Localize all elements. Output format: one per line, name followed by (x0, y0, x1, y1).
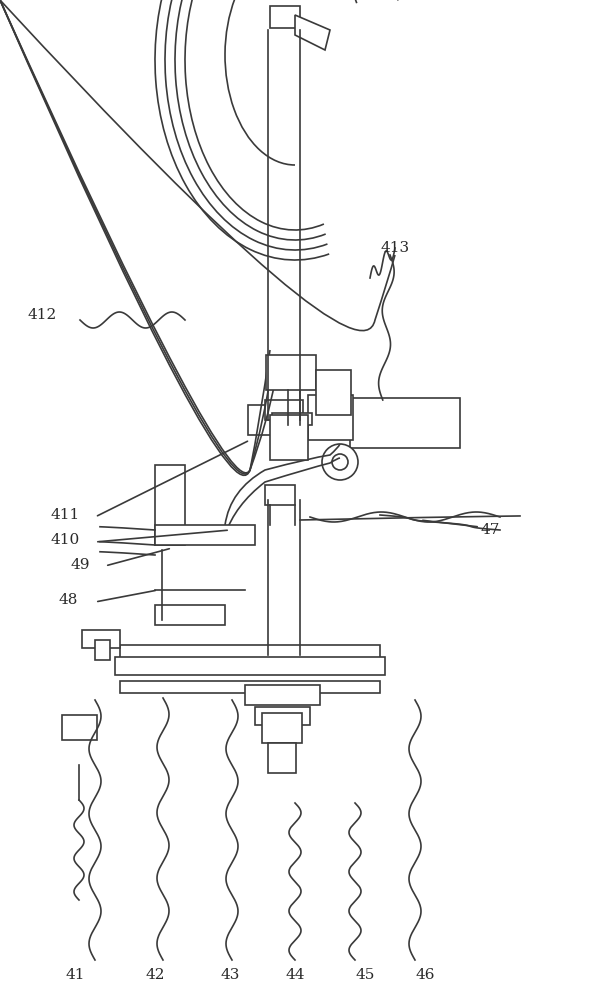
Bar (155, 525, 255, 545)
Bar (115, 657, 385, 675)
Bar (120, 681, 380, 693)
Bar (350, 398, 460, 448)
Bar (266, 355, 316, 390)
Bar (270, 415, 308, 460)
Bar (268, 743, 296, 773)
Circle shape (322, 444, 358, 480)
Text: 45: 45 (355, 968, 375, 982)
Text: 41: 41 (65, 968, 85, 982)
Bar (82, 630, 120, 648)
Text: 43: 43 (221, 968, 240, 982)
Bar (95, 640, 110, 660)
Bar (270, 6, 300, 28)
Text: 410: 410 (51, 533, 80, 547)
Bar (155, 605, 225, 625)
Circle shape (332, 454, 348, 470)
Bar (265, 485, 295, 505)
Bar (120, 645, 380, 660)
Text: 44: 44 (285, 968, 305, 982)
Text: 42: 42 (145, 968, 164, 982)
Text: 49: 49 (70, 558, 90, 572)
Text: 413: 413 (380, 241, 409, 255)
Bar (265, 400, 303, 420)
Bar (255, 707, 310, 725)
Text: 46: 46 (415, 968, 434, 982)
Bar (316, 370, 351, 415)
Bar (262, 713, 302, 743)
Bar (272, 413, 312, 425)
Bar (245, 685, 320, 705)
Bar (308, 395, 353, 440)
Text: 47: 47 (480, 523, 499, 537)
Bar (62, 715, 97, 740)
Text: 48: 48 (58, 593, 77, 607)
Polygon shape (295, 15, 330, 50)
Bar (155, 465, 185, 545)
Text: 412: 412 (27, 308, 57, 322)
Bar (248, 405, 288, 435)
Text: 411: 411 (51, 508, 80, 522)
